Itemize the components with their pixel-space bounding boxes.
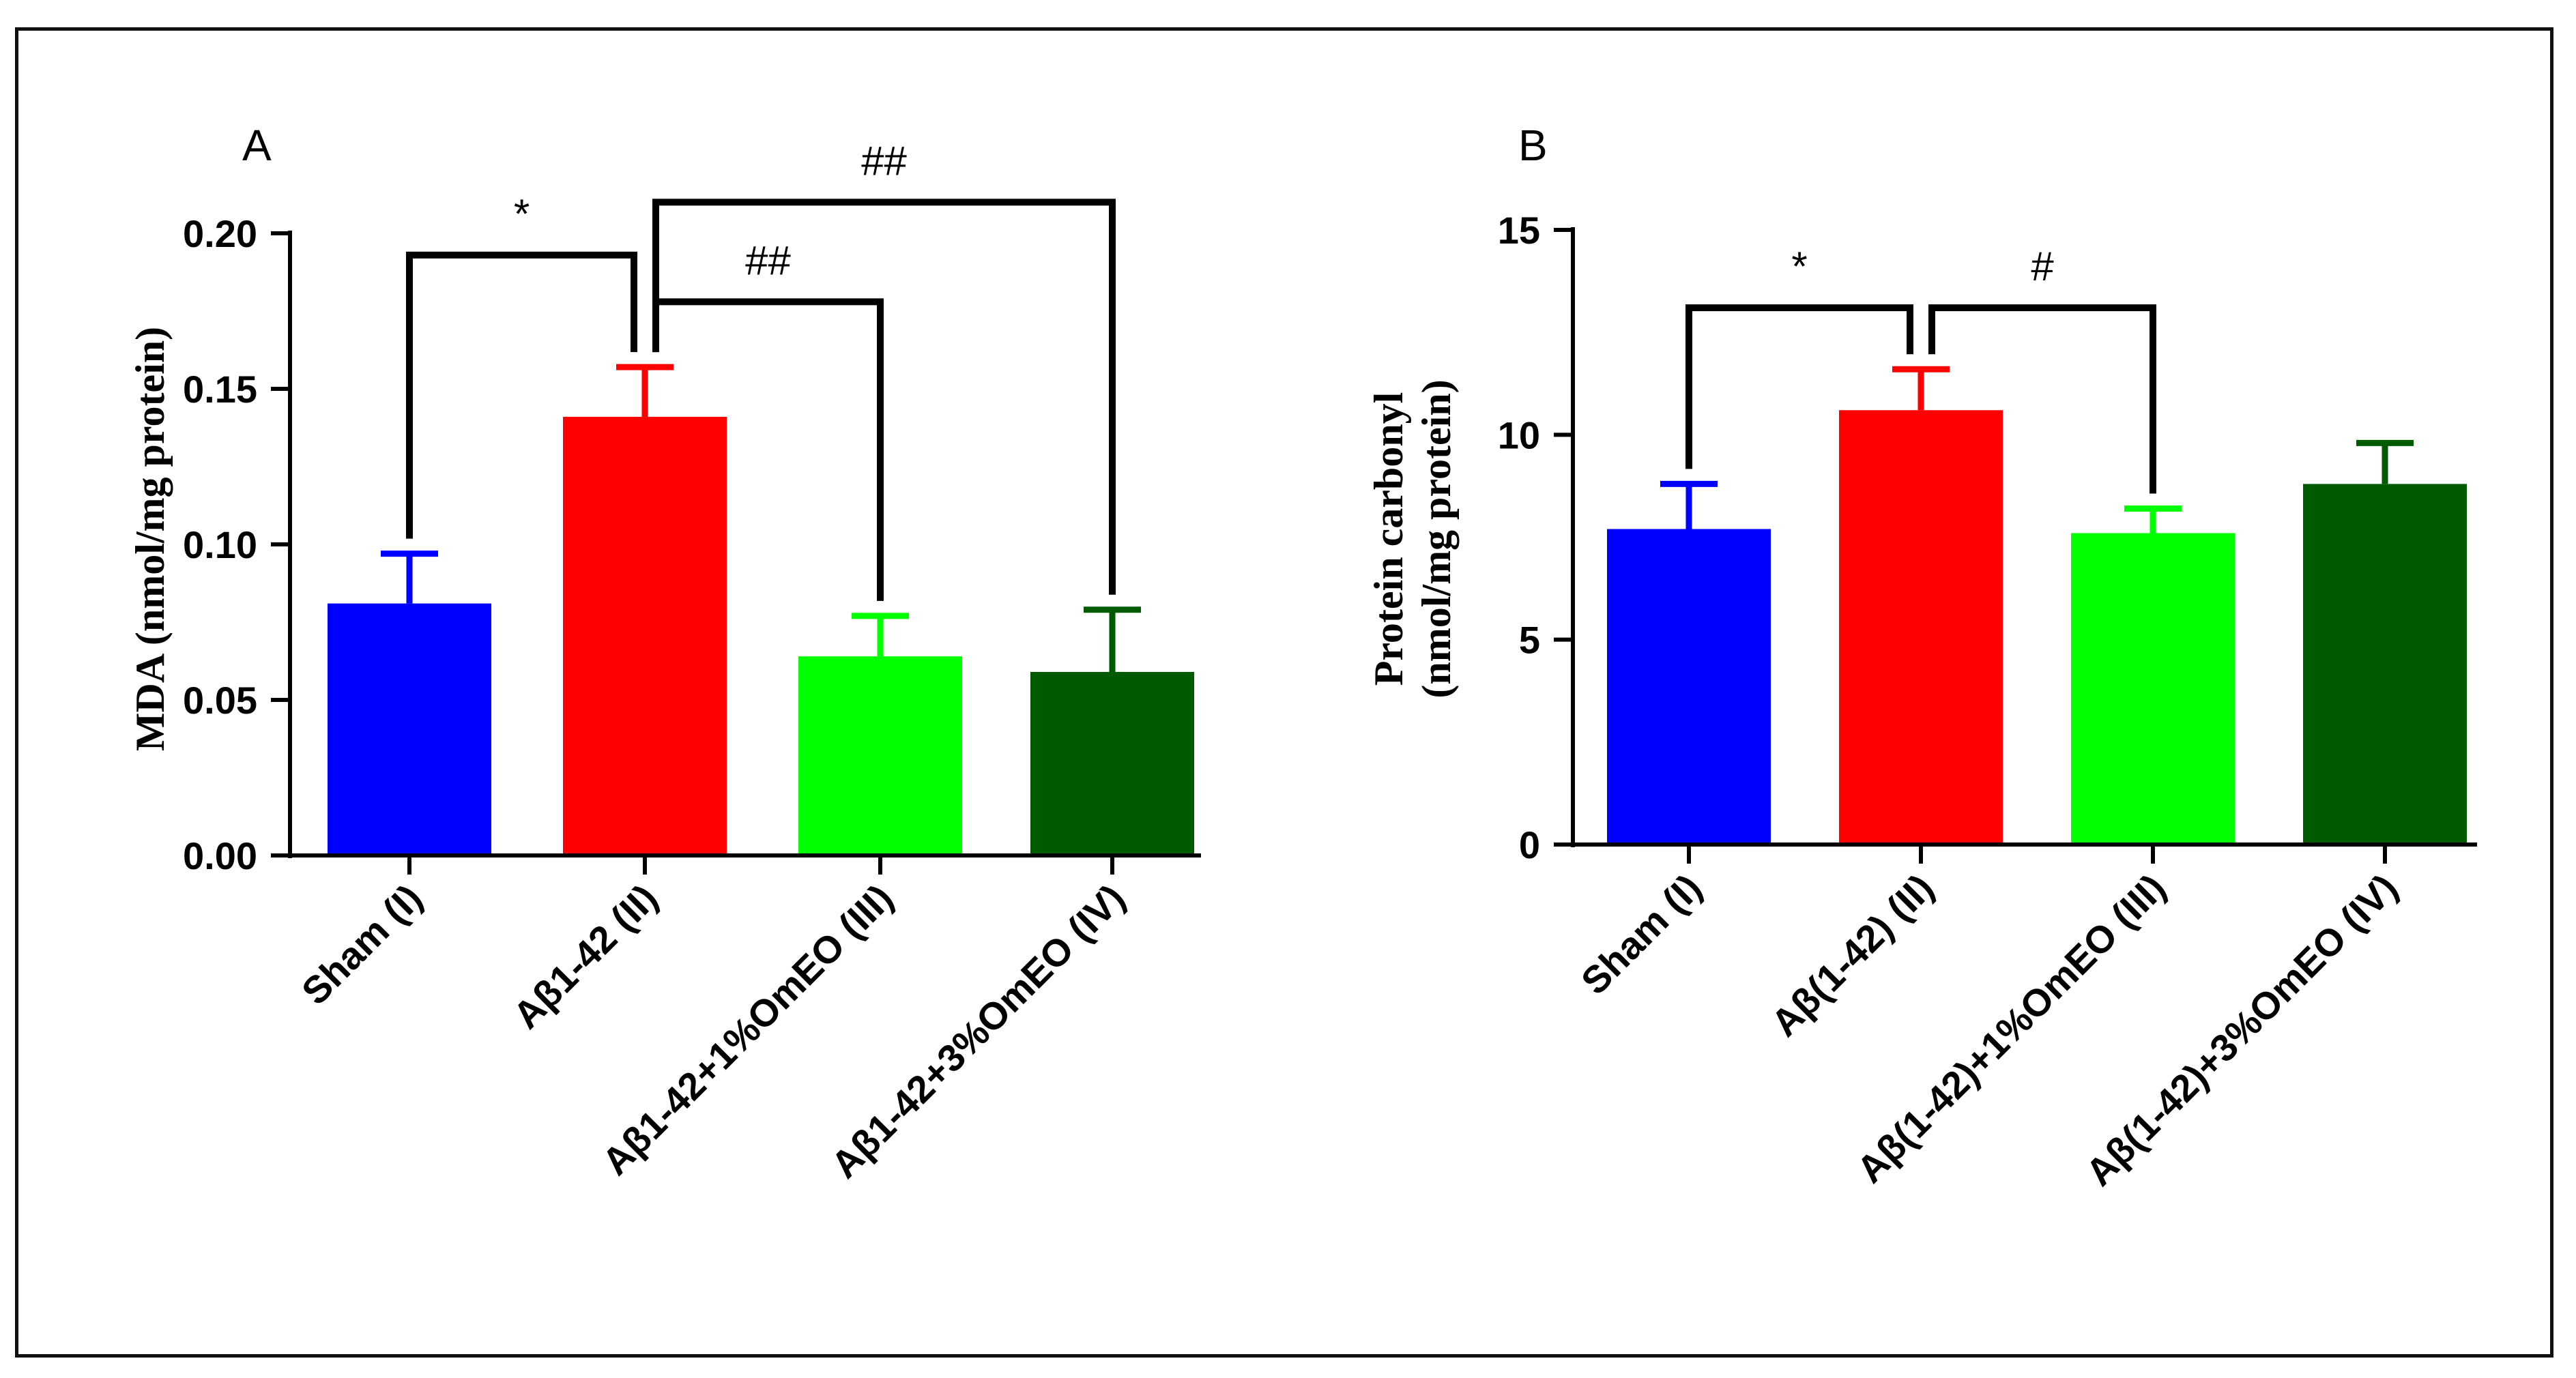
significance-label: ## <box>745 237 791 283</box>
y-axis-label-line: (nmol/mg protein) <box>1414 379 1459 698</box>
y-tick-label: 0.20 <box>183 212 257 255</box>
y-axis-label-line: Protein carbonyl <box>1366 392 1411 686</box>
y-tick-label: 15 <box>1498 209 1540 252</box>
panel-label: B <box>1518 121 1548 170</box>
bar <box>1030 671 1194 855</box>
significance-label: ## <box>861 138 907 184</box>
bar <box>328 603 491 855</box>
bar <box>798 656 962 855</box>
significance-bracket <box>1928 304 2156 494</box>
significance-label: * <box>1791 244 1807 289</box>
significance-bracket <box>1685 304 1913 469</box>
significance-label: # <box>2031 244 2054 289</box>
y-tick-label: 0 <box>1519 823 1540 866</box>
significance-label: * <box>514 191 530 237</box>
y-tick-label: 0.10 <box>183 523 257 566</box>
y-tick-label: 10 <box>1498 413 1540 456</box>
y-tick-label: 0.00 <box>183 834 257 877</box>
y-axis-label: MDA (nmol/mg protein) <box>128 327 173 751</box>
figure-border <box>15 27 2553 1358</box>
bar <box>1839 410 2003 845</box>
bar <box>563 417 727 855</box>
y-tick-label: 0.05 <box>183 679 257 722</box>
y-tick-label: 0.15 <box>183 368 257 411</box>
significance-bracket <box>652 199 1116 595</box>
y-tick-label: 5 <box>1519 619 1540 662</box>
bar <box>2303 484 2467 845</box>
bar <box>1607 529 1771 845</box>
significance-bracket <box>406 251 637 539</box>
panel-a: A MDA (nmol/mg protein) 0.00 0.05 0.10 0.15 0.… <box>128 121 1201 1186</box>
panel-label: A <box>242 121 272 170</box>
bar <box>2071 533 2235 845</box>
